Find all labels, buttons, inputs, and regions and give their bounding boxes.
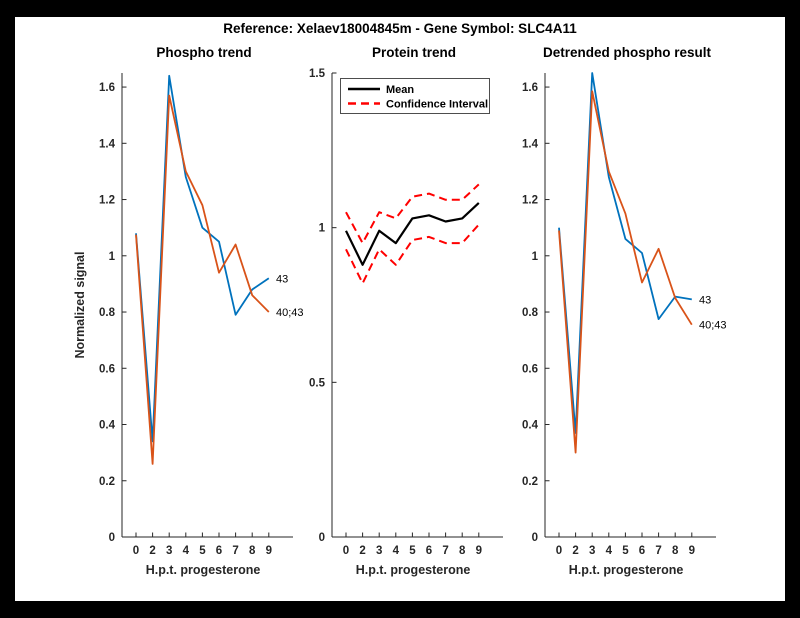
- subplot1-ylabel: Normalized signal: [73, 252, 87, 359]
- y-tick-label: 0: [319, 532, 325, 544]
- line-end-label: 40;43: [699, 320, 727, 332]
- y-tick-label: 1.2: [99, 195, 115, 207]
- x-tick-label: 0: [343, 545, 349, 557]
- y-tick-label: 0.8: [99, 307, 116, 319]
- series-line-40-43: [135, 94, 270, 465]
- x-tick-label: 5: [199, 545, 206, 557]
- x-tick-label: 9: [476, 545, 482, 557]
- x-tick-label: 9: [689, 545, 695, 557]
- x-tick-label: 2: [149, 545, 155, 557]
- y-tick-label: 1: [109, 251, 116, 263]
- legend: Mean Confidence Interval: [340, 78, 490, 114]
- y-tick-label: 0.5: [309, 377, 326, 389]
- y-tick-label: 1.6: [99, 82, 115, 94]
- subplot1-title: Phospho trend: [156, 45, 251, 60]
- x-tick-label: 5: [409, 545, 416, 557]
- y-tick-label: 1.6: [522, 82, 538, 94]
- x-tick-label: 9: [266, 545, 272, 557]
- subplot3-title: Detrended phospho result: [543, 45, 712, 60]
- x-tick-label: 8: [672, 545, 679, 557]
- y-tick-label: 0.4: [522, 420, 539, 432]
- x-tick-label: 4: [183, 545, 190, 557]
- x-tick-label: 6: [216, 545, 222, 557]
- x-tick-label: 7: [655, 545, 661, 557]
- line-end-label: 43: [699, 294, 711, 306]
- legend-box: [340, 78, 490, 114]
- x-tick-label: 3: [589, 545, 595, 557]
- y-tick-label: 0.2: [522, 476, 538, 488]
- figure-title: Reference: Xelaev18004845m - Gene Symbol…: [223, 21, 577, 36]
- y-tick-label: 0.6: [522, 363, 538, 375]
- x-tick-label: 3: [376, 545, 382, 557]
- subplot2-title: Protein trend: [372, 45, 456, 60]
- y-tick-label: 0.2: [99, 476, 115, 488]
- subplot1-xlabel: H.p.t. progesterone: [146, 563, 261, 577]
- x-tick-label: 3: [166, 545, 172, 557]
- x-tick-label: 4: [393, 545, 400, 557]
- subplot3-xlabel: H.p.t. progesterone: [569, 563, 684, 577]
- series-line-43: [135, 74, 270, 443]
- y-tick-label: 1.2: [522, 195, 538, 207]
- x-tick-label: 8: [249, 545, 256, 557]
- legend-label-confidence-interval: Confidence Interval: [386, 99, 488, 111]
- x-tick-label: 8: [459, 545, 466, 557]
- series-line-confidence-interval-upper: [345, 183, 480, 245]
- x-tick-label: 0: [133, 545, 139, 557]
- x-tick-label: 5: [622, 545, 629, 557]
- series-line-confidence-interval-lower: [345, 223, 480, 285]
- x-tick-label: 6: [426, 545, 432, 557]
- series-line-40-43: [558, 90, 693, 454]
- y-tick-label: 1: [319, 223, 326, 235]
- y-tick-label: 0: [109, 532, 115, 544]
- y-tick-label: 1: [532, 251, 539, 263]
- x-tick-label: 2: [359, 545, 365, 557]
- series-line-mean: [345, 202, 480, 266]
- y-tick-label: 0: [532, 532, 538, 544]
- y-tick-label: 1.4: [99, 138, 116, 150]
- y-tick-label: 0.6: [99, 363, 115, 375]
- subplot2-xlabel: H.p.t. progesterone: [356, 563, 471, 577]
- line-end-label: 40;43: [276, 307, 304, 319]
- x-tick-label: 2: [572, 545, 578, 557]
- y-tick-label: 0.4: [99, 420, 116, 432]
- y-tick-label: 0.8: [522, 307, 539, 319]
- x-tick-label: 6: [639, 545, 645, 557]
- y-tick-label: 1.4: [522, 138, 539, 150]
- line-end-label: 43: [276, 273, 288, 285]
- y-tick-label: 1.5: [309, 68, 326, 80]
- x-tick-label: 4: [606, 545, 613, 557]
- x-tick-label: 7: [442, 545, 448, 557]
- plots-layer: 00.20.40.60.811.21.41.60 2 3 4 5 6 7 8 94340;430…: [99, 68, 727, 557]
- x-tick-label: 7: [232, 545, 238, 557]
- legend-label-mean: Mean: [386, 84, 414, 96]
- x-tick-label: 0: [556, 545, 562, 557]
